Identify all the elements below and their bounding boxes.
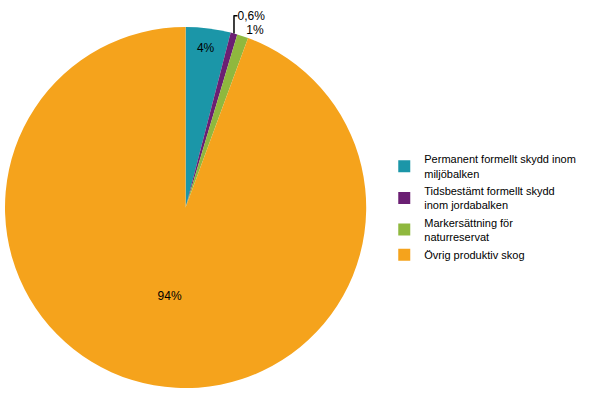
svg-text:Permanent formellt skydd inomm: Permanent formellt skydd inommiljöbalken	[424, 153, 576, 179]
svg-text:4%: 4%	[197, 41, 215, 55]
svg-text:94%: 94%	[158, 289, 182, 303]
svg-text:1%: 1%	[246, 23, 264, 37]
svg-text:Övrig produktiv skog: Övrig produktiv skog	[424, 249, 524, 261]
svg-text:Markersättning förnaturreserva: Markersättning förnaturreservat	[424, 217, 513, 243]
svg-text:0,6%: 0,6%	[237, 9, 265, 23]
svg-text:Tidsbestämt formellt skyddinom: Tidsbestämt formellt skyddinom jordabalk…	[424, 185, 554, 211]
